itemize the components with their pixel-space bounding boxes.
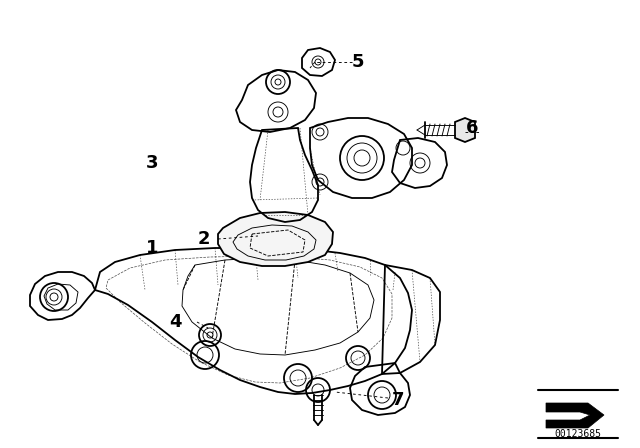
Text: 00123685: 00123685 [554,429,602,439]
Polygon shape [455,118,475,142]
Text: 4: 4 [169,313,181,331]
Text: 2: 2 [198,230,211,248]
Text: 7: 7 [392,391,404,409]
Polygon shape [218,212,333,266]
Text: 1: 1 [146,239,158,257]
Text: 5: 5 [352,53,364,71]
Text: 3: 3 [146,154,158,172]
Polygon shape [546,403,604,428]
Text: 6: 6 [466,119,478,137]
